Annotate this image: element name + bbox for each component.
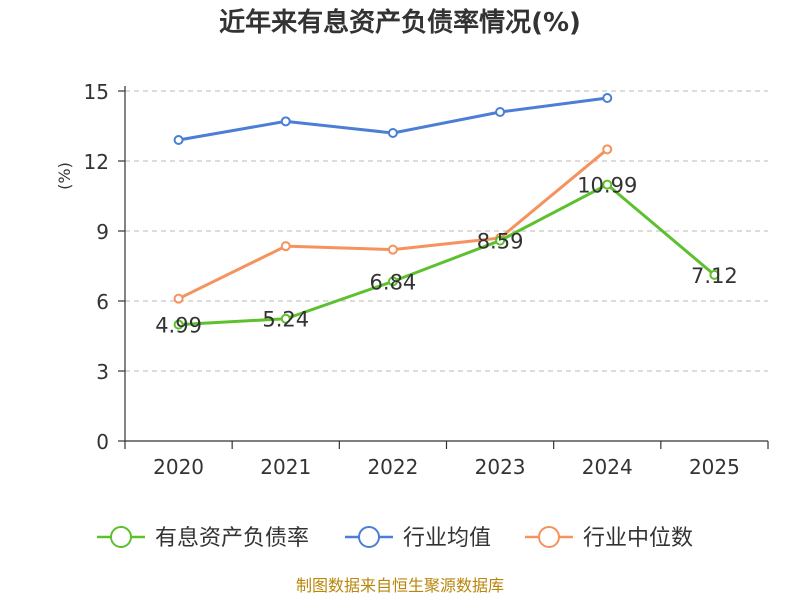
y-axis-label: (%) bbox=[55, 162, 74, 190]
data-point bbox=[387, 128, 398, 138]
data-label: 10.99 bbox=[577, 174, 637, 198]
data-label: 5.24 bbox=[262, 308, 309, 332]
data-point bbox=[602, 144, 613, 155]
chart-title: 近年来有息资产负债率情况(%) bbox=[219, 8, 581, 38]
data-label: 6.84 bbox=[370, 270, 417, 294]
x-tick-label: 2022 bbox=[367, 455, 418, 479]
legend-label: 行业均值 bbox=[403, 526, 491, 551]
source-note: 制图数据来自恒生聚源数据库 bbox=[295, 576, 504, 595]
series-lines bbox=[173, 93, 720, 330]
y-tick-label: 9 bbox=[96, 220, 109, 244]
data-point bbox=[709, 269, 720, 280]
series-line bbox=[177, 183, 716, 327]
x-tick-label: 2020 bbox=[153, 455, 204, 479]
data-point bbox=[387, 244, 398, 255]
y-tick-label: 12 bbox=[84, 150, 109, 174]
data-point bbox=[387, 276, 398, 287]
data-label: 8.59 bbox=[477, 230, 524, 254]
x-tick-label: 2023 bbox=[475, 455, 526, 479]
data-point bbox=[495, 107, 506, 117]
legend-marker bbox=[358, 526, 380, 548]
data-label: 7.12 bbox=[691, 264, 738, 288]
legend-label: 有息资产负债率 bbox=[155, 526, 309, 551]
y-tick-label: 0 bbox=[96, 430, 109, 454]
data-labels: 4.99 5.24 6.84 8.59 10.99 7.12 bbox=[155, 174, 738, 338]
y-tick-label: 6 bbox=[96, 290, 109, 314]
x-tick-label: 2024 bbox=[582, 455, 633, 479]
legend-label: 行业中位数 bbox=[583, 526, 693, 551]
legend: 有息资产负债率 行业均值 行业中位数 bbox=[97, 526, 693, 551]
y-tick-label: 3 bbox=[96, 360, 109, 384]
data-point bbox=[280, 116, 291, 127]
x-tick-label: 2025 bbox=[689, 455, 740, 479]
data-point bbox=[173, 135, 184, 145]
data-point bbox=[280, 313, 291, 324]
y-tick-label: 15 bbox=[84, 80, 109, 104]
data-point bbox=[280, 241, 291, 252]
data-point bbox=[173, 319, 184, 330]
data-label: 4.99 bbox=[155, 314, 202, 338]
axes: 0 3 6 9 12 15 (%) 2020 2021 2022 2023 2024 2025 bbox=[55, 80, 769, 479]
legend-marker bbox=[538, 526, 560, 548]
data-point bbox=[495, 235, 506, 246]
data-point bbox=[602, 93, 613, 103]
data-point bbox=[602, 179, 613, 190]
data-point bbox=[173, 293, 184, 304]
x-tick-label: 2021 bbox=[260, 455, 311, 479]
legend-marker bbox=[110, 526, 132, 548]
